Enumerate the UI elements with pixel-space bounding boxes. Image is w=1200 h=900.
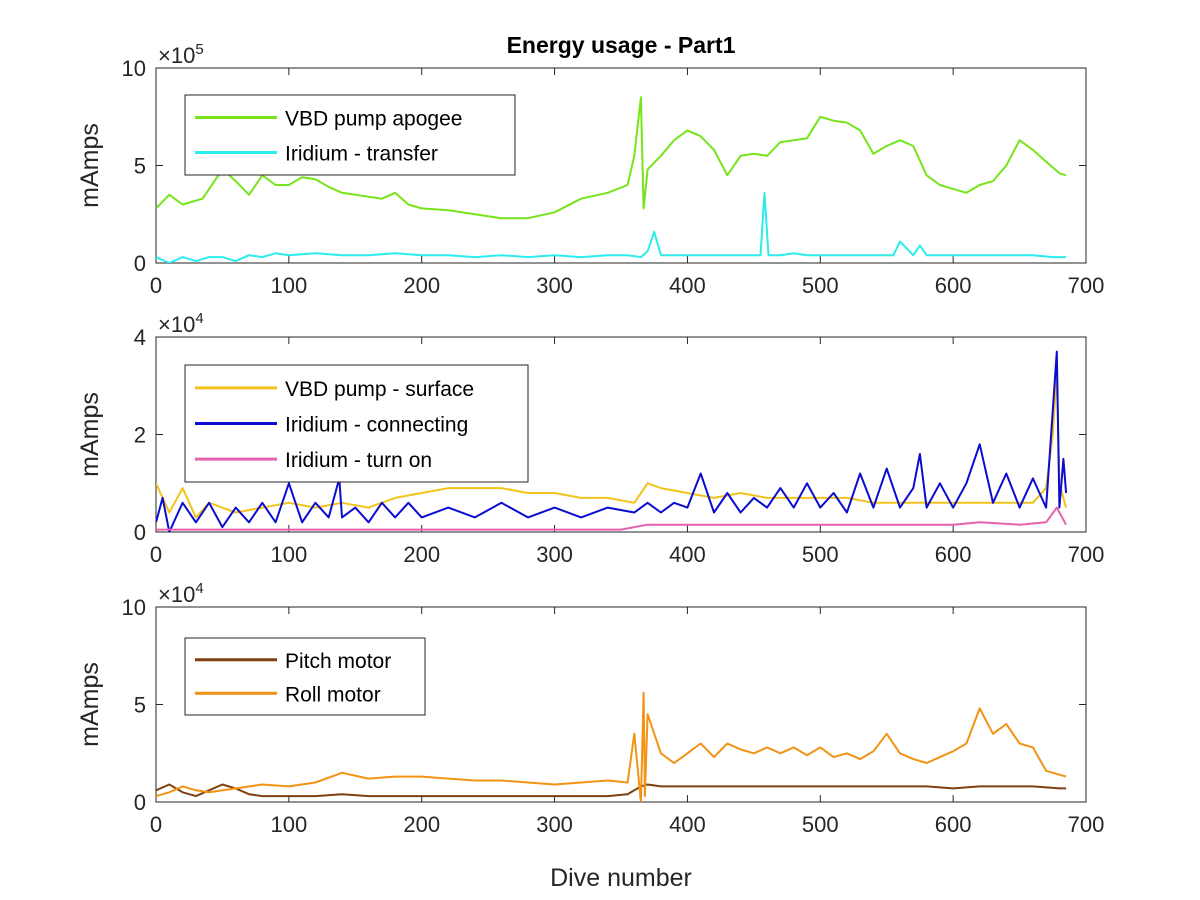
y-axis-label: mAmps: [76, 662, 104, 747]
series-line-1: [156, 370, 1068, 519]
x-tick-label: 200: [403, 273, 440, 298]
y-axis-label: mAmps: [76, 123, 104, 208]
x-tick-label: 500: [802, 812, 839, 837]
legend-label: Pitch motor: [285, 650, 391, 673]
x-tick-label: 600: [935, 812, 972, 837]
y-axis-label: mAmps: [76, 392, 104, 477]
series-line-3: [156, 506, 1067, 531]
x-tick-label: 100: [270, 273, 307, 298]
x-tick-label: 700: [1068, 542, 1105, 567]
x-tick-label: 200: [403, 812, 440, 837]
series-line-2: [156, 191, 1067, 263]
axis-multiplier: ×104: [158, 310, 204, 337]
y-tick-label: 5: [134, 693, 146, 718]
series-group: [156, 350, 1068, 532]
legend: Pitch motor Roll motor: [184, 637, 426, 716]
legend-label: Iridium - transfer: [285, 143, 438, 166]
figure-title: Energy usage - Part1: [507, 32, 736, 58]
x-tick-label: 0: [150, 812, 162, 837]
x-tick-label: 200: [403, 542, 440, 567]
x-tick-label: 0: [150, 542, 162, 567]
series-group: [156, 96, 1067, 263]
axis-multiplier: ×104: [158, 580, 204, 607]
series-line-2: [156, 691, 1067, 802]
legend-box: [184, 94, 516, 176]
axis-multiplier-exponent: 4: [195, 580, 203, 597]
x-tick-label: 400: [669, 812, 706, 837]
y-tick-label: 0: [134, 251, 146, 276]
x-tick-label: 700: [1068, 273, 1105, 298]
y-tick-label: 10: [122, 595, 146, 620]
x-tick-label: 600: [935, 542, 972, 567]
x-tick-label: 0: [150, 273, 162, 298]
y-tick-label: 4: [134, 325, 146, 350]
series-line-1: [156, 783, 1067, 798]
axis-multiplier-exponent: 4: [195, 310, 203, 327]
x-axis-label: Dive number: [550, 864, 692, 892]
series-line-1: [156, 96, 1067, 220]
legend: VBD pump - surface Iridium - connecting Ir…: [184, 364, 529, 483]
x-tick-label: 500: [802, 273, 839, 298]
x-tick-label: 600: [935, 273, 972, 298]
x-tick-label: 400: [669, 542, 706, 567]
x-tick-label: 100: [270, 542, 307, 567]
x-tick-label: 500: [802, 542, 839, 567]
legend-label: Iridium - connecting: [285, 414, 468, 437]
x-tick-label: 300: [536, 273, 573, 298]
x-tick-label: 100: [270, 812, 307, 837]
legend-label: Iridium - turn on: [285, 449, 432, 472]
x-tick-label: 300: [536, 542, 573, 567]
y-tick-label: 0: [134, 520, 146, 545]
legend: VBD pump apogee Iridium - transfer: [184, 94, 516, 176]
legend-box: [184, 637, 426, 716]
legend-label: Roll motor: [285, 683, 381, 706]
y-tick-label: 2: [134, 423, 146, 448]
axis-multiplier: ×105: [158, 41, 204, 68]
x-tick-label: 300: [536, 812, 573, 837]
series-line-2: [156, 350, 1068, 532]
legend-label: VBD pump apogee: [285, 108, 462, 131]
axis-multiplier-exponent: 5: [195, 41, 203, 58]
series-group: [156, 691, 1067, 802]
y-tick-label: 0: [134, 790, 146, 815]
y-tick-label: 10: [122, 56, 146, 81]
legend-label: VBD pump - surface: [285, 378, 474, 401]
x-tick-label: 400: [669, 273, 706, 298]
subplot-1: 0 100 200 300 400 500 600 700 0 5 10 ×105 mAmps VBD p…: [76, 41, 1104, 298]
y-tick-label: 5: [134, 154, 146, 179]
x-tick-label: 700: [1068, 812, 1105, 837]
subplot-3: 0 100 200 300 400 500 600 700 0 5 10 ×104 mAmps Pitch…: [76, 580, 1104, 837]
